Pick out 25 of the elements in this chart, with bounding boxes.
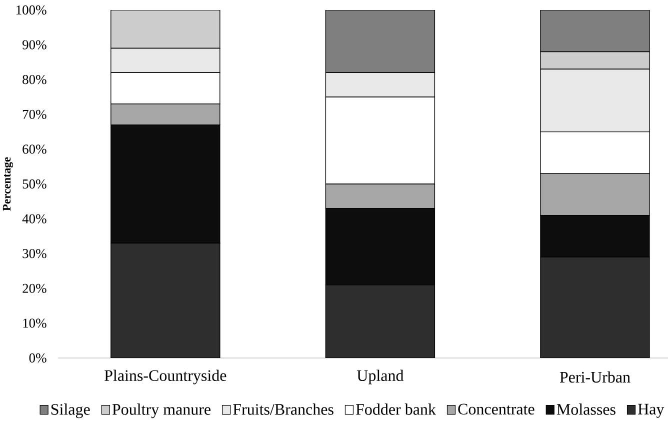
x-tick-label: Peri-Urban [560,371,630,383]
y-tick-label: 20% [22,284,46,293]
bar [540,256,650,358]
legend-label: Concentrate [458,404,534,415]
bar [110,242,220,358]
x-tick-label: Upland [356,370,404,384]
y-tick-label: 30% [22,249,46,258]
y-tick-label: 70% [22,110,46,119]
legend-label: Fodder bank [356,404,436,415]
y-axis-title: Percentage [2,157,14,211]
y-tick-label: 80% [22,75,46,84]
y-tick-label: 10% [23,318,46,328]
x-tick-label: Plains-Countryside [104,370,226,384]
y-tick-label: 40% [22,214,46,224]
bar [325,284,436,358]
legend-label: Silage [51,404,90,418]
legend-label: Fruits/Branches [233,404,334,415]
y-tick-label: 0% [29,353,46,363]
y-tick-label: 100% [16,5,46,15]
legend-label: Molasses [556,404,616,415]
y-tick-label: 50% [22,179,46,189]
y-tick-label: 60% [22,144,46,154]
legend-label: Poultry manure [112,404,210,418]
y-tick-label: 90% [22,40,46,50]
legend-label: Hay [638,404,664,418]
